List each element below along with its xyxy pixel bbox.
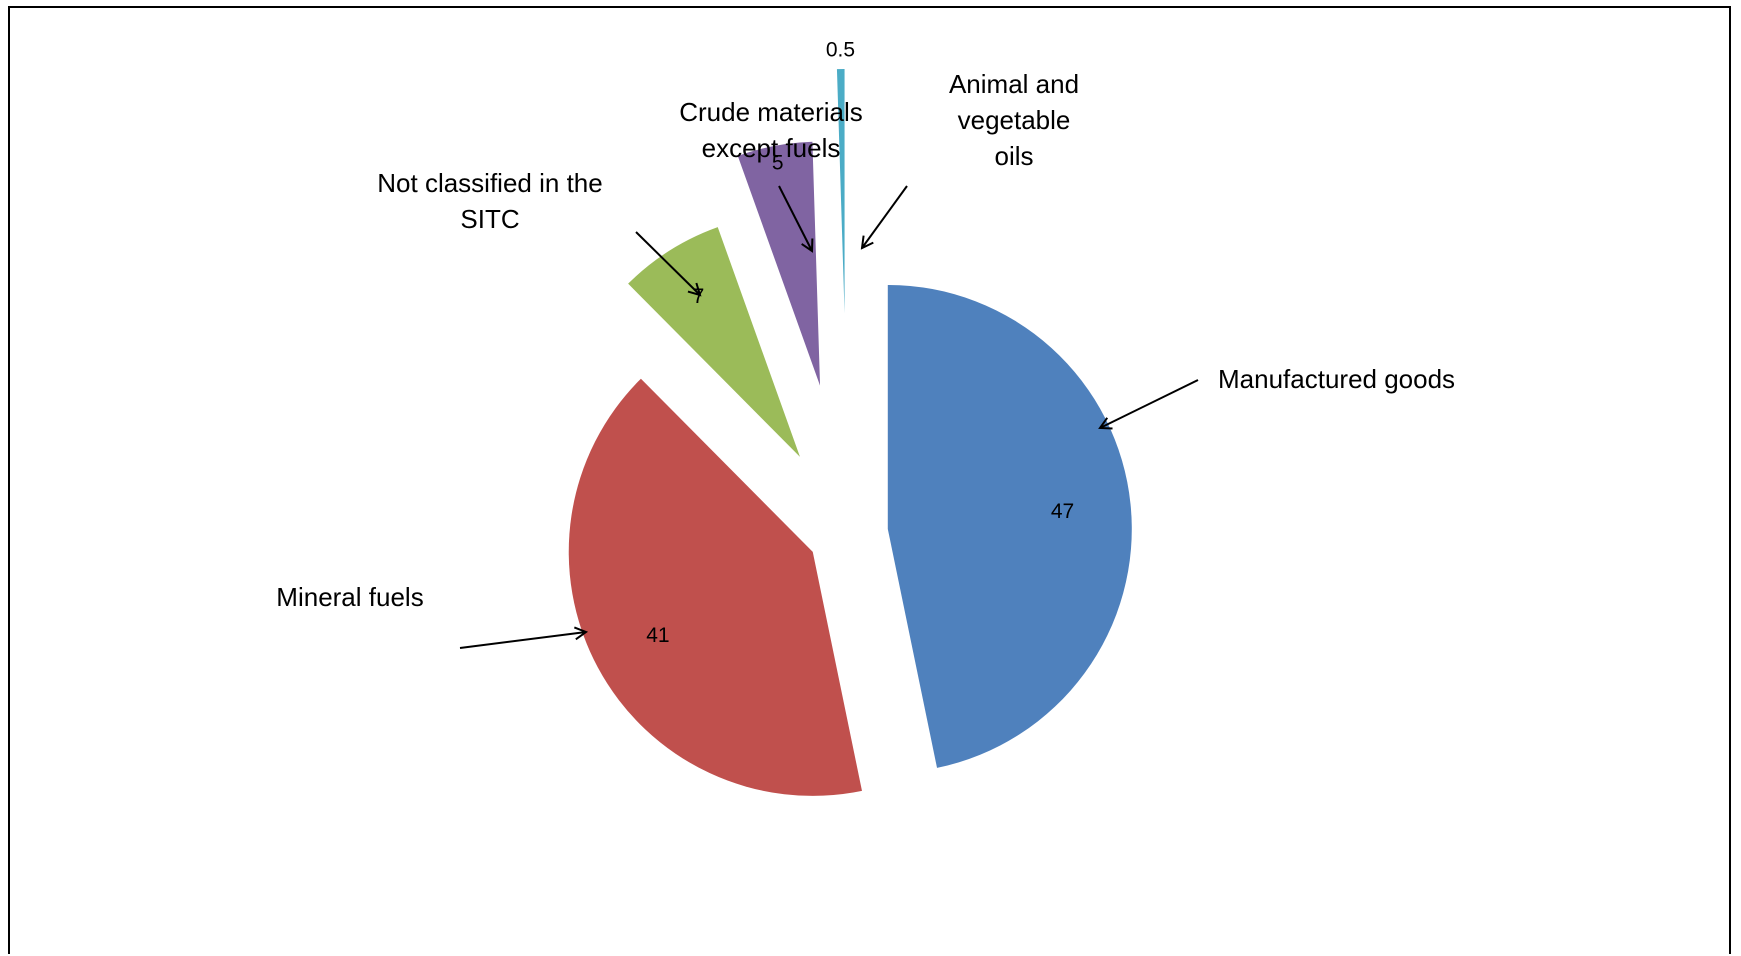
category-label-animal-and-vegetable-oils: Animal and vegetable oils	[949, 69, 1079, 171]
leader-arrow-not-classified-in-the-sitc	[635, 231, 700, 295]
value-label-manufactured-goods: 47	[1051, 500, 1074, 523]
value-label-crude-materials-except-fuels: 5	[772, 152, 784, 175]
category-label-crude-materials-except-fuels: Crude materials except fuels	[679, 97, 863, 163]
value-label-not-classified-in-the-sitc: 7	[693, 285, 705, 308]
leader-arrow-mineral-fuels	[459, 632, 586, 649]
category-label-not-classified-in-the-sitc: Not classified in the SITC	[377, 168, 602, 234]
value-label-animal-and-vegetable-oils: 0.5	[826, 39, 855, 62]
pie-slice-animal-and-vegetable-oils	[836, 69, 845, 314]
chart-frame: 47 Manufactured goods 41 Mineral fuels 7 Not …	[8, 6, 1731, 954]
category-label-manufactured-goods: Manufactured goods	[1218, 364, 1455, 394]
value-label-mineral-fuels: 41	[646, 624, 669, 647]
leader-arrow-crude-materials-except-fuels	[778, 185, 812, 251]
leader-arrow-manufactured-goods	[1100, 379, 1199, 428]
category-label-mineral-fuels: Mineral fuels	[276, 582, 423, 612]
pie-slice-manufactured-goods	[887, 284, 1132, 768]
pie-chart: 47 Manufactured goods 41 Mineral fuels 7 Not …	[276, 39, 1455, 796]
pie-slice-not-classified-in-the-sitc	[628, 227, 800, 457]
leader-arrow-animal-and-vegetable-oils	[862, 185, 908, 248]
pie-slice-mineral-fuels	[568, 378, 862, 796]
pie-slice-crude-materials-except-fuels	[737, 141, 821, 386]
